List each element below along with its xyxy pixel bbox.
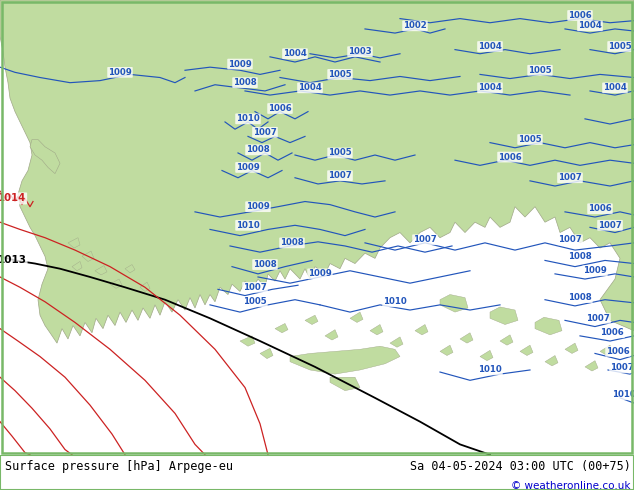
Text: 1009: 1009 bbox=[236, 163, 260, 172]
Polygon shape bbox=[330, 377, 360, 391]
Polygon shape bbox=[95, 266, 107, 275]
Text: 1007: 1007 bbox=[243, 283, 267, 292]
Polygon shape bbox=[68, 238, 80, 248]
Text: 1007: 1007 bbox=[598, 221, 622, 230]
Text: 1007: 1007 bbox=[586, 314, 610, 323]
Text: 1010: 1010 bbox=[612, 390, 634, 399]
Text: 1008: 1008 bbox=[568, 252, 592, 261]
Text: 1008: 1008 bbox=[568, 293, 592, 302]
Polygon shape bbox=[72, 262, 82, 271]
Text: 1010: 1010 bbox=[236, 114, 260, 123]
Polygon shape bbox=[460, 333, 473, 343]
Polygon shape bbox=[585, 361, 598, 371]
Text: 1006: 1006 bbox=[268, 104, 292, 113]
Text: 1010: 1010 bbox=[478, 366, 502, 374]
Text: 1014: 1014 bbox=[0, 194, 26, 203]
Polygon shape bbox=[490, 307, 518, 324]
Text: Sa 04-05-2024 03:00 UTC (00+75): Sa 04-05-2024 03:00 UTC (00+75) bbox=[410, 460, 631, 472]
Text: 1006: 1006 bbox=[568, 11, 592, 20]
Polygon shape bbox=[535, 317, 562, 335]
Polygon shape bbox=[325, 330, 338, 340]
Text: 1013: 1013 bbox=[0, 255, 27, 266]
Polygon shape bbox=[415, 324, 428, 335]
Text: 1007: 1007 bbox=[413, 235, 437, 244]
Text: 1005: 1005 bbox=[328, 148, 352, 157]
Text: 1004: 1004 bbox=[603, 83, 627, 92]
Polygon shape bbox=[0, 0, 634, 343]
Text: 1004: 1004 bbox=[478, 83, 502, 92]
Text: 1009: 1009 bbox=[108, 68, 132, 77]
Text: 1004: 1004 bbox=[478, 42, 502, 51]
Polygon shape bbox=[125, 265, 135, 273]
Text: 1010: 1010 bbox=[236, 221, 260, 230]
Text: 1008: 1008 bbox=[233, 78, 257, 87]
Text: 1006: 1006 bbox=[588, 204, 612, 213]
Polygon shape bbox=[110, 279, 122, 288]
Polygon shape bbox=[500, 335, 513, 345]
Text: 1007: 1007 bbox=[253, 128, 277, 137]
Text: © weatheronline.co.uk: © weatheronline.co.uk bbox=[512, 481, 631, 490]
Text: 1004: 1004 bbox=[298, 83, 322, 92]
Polygon shape bbox=[260, 348, 273, 359]
Polygon shape bbox=[350, 312, 363, 322]
Text: 1006: 1006 bbox=[606, 347, 630, 356]
Text: 1008: 1008 bbox=[246, 146, 270, 154]
Text: 1007: 1007 bbox=[558, 235, 582, 244]
Text: 1008: 1008 bbox=[280, 238, 304, 247]
Text: 1005: 1005 bbox=[243, 297, 267, 306]
Text: 1005: 1005 bbox=[528, 66, 552, 75]
Polygon shape bbox=[82, 251, 94, 262]
Polygon shape bbox=[480, 350, 493, 361]
Text: Surface pressure [hPa] Arpege-eu: Surface pressure [hPa] Arpege-eu bbox=[5, 460, 233, 472]
Text: 1003: 1003 bbox=[348, 47, 372, 56]
Text: 1007: 1007 bbox=[328, 171, 352, 180]
Text: 1006: 1006 bbox=[498, 152, 522, 162]
Text: 1007: 1007 bbox=[558, 173, 582, 182]
Polygon shape bbox=[290, 346, 400, 374]
Text: 1005: 1005 bbox=[328, 70, 352, 79]
Polygon shape bbox=[545, 356, 558, 366]
Polygon shape bbox=[30, 140, 60, 173]
Text: 1009: 1009 bbox=[308, 270, 332, 278]
Text: 1009: 1009 bbox=[228, 60, 252, 69]
Text: 1010: 1010 bbox=[383, 297, 407, 306]
Polygon shape bbox=[275, 323, 288, 333]
Text: 1009: 1009 bbox=[583, 266, 607, 275]
Text: 1009: 1009 bbox=[246, 202, 270, 211]
Polygon shape bbox=[520, 345, 533, 356]
Polygon shape bbox=[240, 336, 255, 346]
Text: 1007: 1007 bbox=[610, 364, 634, 372]
Polygon shape bbox=[140, 282, 150, 292]
Polygon shape bbox=[565, 343, 578, 353]
Polygon shape bbox=[390, 337, 403, 347]
Text: 1004: 1004 bbox=[283, 49, 307, 58]
Text: 1005: 1005 bbox=[518, 135, 542, 144]
Text: 1006: 1006 bbox=[600, 328, 624, 337]
Polygon shape bbox=[305, 315, 318, 324]
Text: 1008: 1008 bbox=[253, 260, 277, 269]
Polygon shape bbox=[440, 294, 468, 312]
Text: 1004: 1004 bbox=[578, 22, 602, 30]
Polygon shape bbox=[440, 345, 453, 356]
Text: 1002: 1002 bbox=[403, 22, 427, 30]
Text: 1005: 1005 bbox=[608, 42, 632, 51]
Polygon shape bbox=[370, 324, 383, 335]
Polygon shape bbox=[600, 345, 613, 356]
